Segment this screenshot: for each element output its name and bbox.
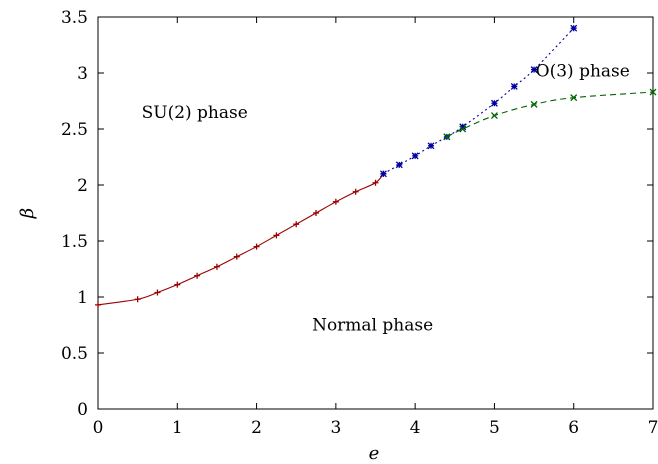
region-label: Normal phase	[312, 316, 433, 336]
data-point	[194, 272, 201, 279]
series-layer	[95, 24, 657, 308]
x-tick-label: 6	[568, 418, 579, 438]
x-tick-label: 7	[648, 418, 658, 438]
series-line	[97, 173, 384, 306]
data-point	[95, 301, 101, 308]
data-point	[459, 125, 467, 133]
series-line	[446, 91, 654, 138]
data-point	[649, 88, 657, 96]
data-point	[352, 188, 359, 195]
data-point	[233, 253, 240, 260]
data-point	[530, 100, 538, 108]
data-point	[443, 133, 451, 141]
x-tick-label: 0	[93, 418, 104, 438]
x-tick-label: 3	[330, 418, 341, 438]
y-tick-label: 3	[77, 64, 88, 84]
region-label: SU(2) phase	[142, 103, 248, 123]
y-tick-label: 3.5	[61, 8, 88, 28]
data-point	[379, 170, 387, 178]
data-point	[174, 281, 181, 288]
data-point	[510, 82, 518, 90]
data-point	[213, 263, 220, 270]
y-tick-label: 0.5	[61, 344, 88, 364]
series-2	[443, 88, 657, 141]
y-tick-label: 0	[77, 400, 88, 420]
axis-ticks	[97, 16, 654, 410]
data-point	[154, 289, 161, 296]
data-point	[570, 94, 578, 102]
y-tick-label: 2	[77, 176, 88, 196]
data-point	[530, 66, 538, 74]
data-point	[490, 112, 498, 120]
series-0	[95, 170, 387, 308]
data-point	[427, 142, 435, 150]
data-point	[395, 161, 403, 169]
text-labels: 0 1 2 3 4 5 6 7 0 0.5 1 1.5 2 2.5 3 3.5 SU(2) phase O(3) …	[61, 8, 658, 438]
plot-frame	[97, 16, 654, 410]
x-tick-label: 4	[410, 418, 421, 438]
region-label: O(3) phase	[536, 61, 630, 81]
data-point	[134, 296, 141, 303]
data-point	[332, 198, 339, 205]
x-tick-label: 2	[251, 418, 262, 438]
x-tick-label: 5	[489, 418, 500, 438]
series-1	[379, 24, 578, 178]
y-axis-label: β	[17, 208, 38, 219]
y-tick-label: 1.5	[61, 232, 88, 252]
data-point	[273, 232, 280, 239]
data-point	[253, 243, 260, 250]
data-point	[411, 152, 419, 160]
y-tick-label: 1	[77, 288, 88, 308]
data-point	[490, 99, 498, 107]
data-point	[459, 123, 467, 131]
y-tick-label: 2.5	[61, 120, 88, 140]
x-tick-label: 1	[172, 418, 183, 438]
series-line	[383, 27, 575, 175]
data-point	[570, 24, 578, 32]
data-point	[293, 221, 300, 228]
data-point	[372, 179, 379, 186]
x-axis-label: e	[369, 443, 380, 464]
data-point	[313, 210, 320, 216]
